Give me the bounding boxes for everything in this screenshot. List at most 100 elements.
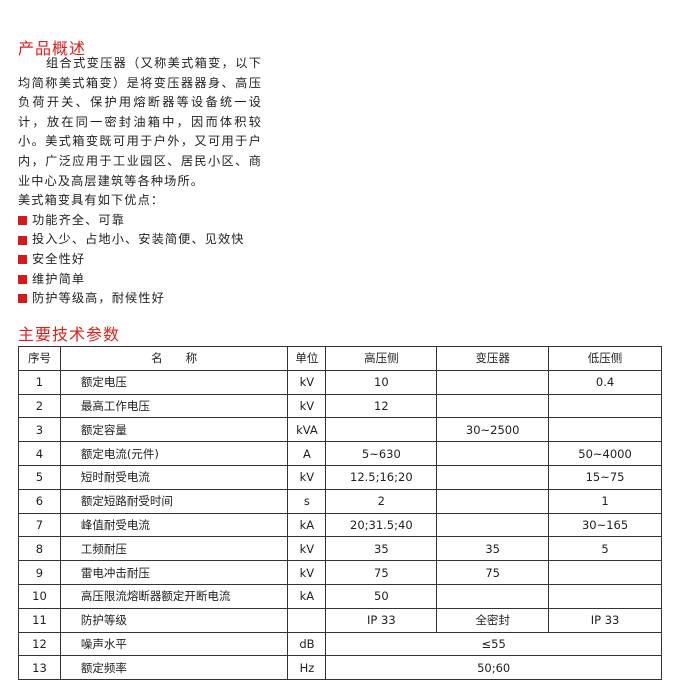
table-cell: 雷电冲击耐压 bbox=[59, 560, 289, 585]
advantage-item: 功能齐全、可靠 bbox=[18, 211, 262, 231]
table-cell: 11 bbox=[18, 607, 61, 633]
advantages-list: 功能齐全、可靠 投入少、占地小、安装简便、见效快 安全性好维护简单 防护等级高，耐候性… bbox=[18, 211, 262, 309]
table-cell: 30~165 bbox=[548, 512, 662, 538]
table-cell bbox=[436, 393, 550, 419]
table-cell: 4 bbox=[18, 441, 61, 466]
table-cell: 1 bbox=[548, 488, 662, 514]
overview-section: 组合式变压器（又称美式箱变，以下均简称美式箱变）是将变压器器身、高压负荷开关、保… bbox=[18, 54, 262, 309]
table-cell bbox=[436, 464, 550, 490]
advantage-item: 维护简单 bbox=[18, 270, 262, 290]
table-cell: IP 33 bbox=[548, 607, 662, 633]
table-cell: 10 bbox=[325, 369, 438, 395]
table-cell bbox=[436, 583, 550, 609]
table-cell: 2 bbox=[325, 488, 438, 514]
table-cell: kV bbox=[287, 536, 327, 562]
table-cell: 5 bbox=[548, 536, 662, 562]
table-cell bbox=[325, 417, 438, 443]
bullet-square-icon bbox=[18, 274, 27, 284]
table-cell: 额定电压 bbox=[59, 369, 289, 395]
bullet-square-icon bbox=[18, 235, 27, 245]
table-row: 13 额定频率 Hz 50;60 bbox=[18, 655, 662, 681]
table-cell bbox=[548, 393, 662, 419]
table-row: 5 短时耐受电流 kV 12.5;16;20 15~75 bbox=[18, 464, 662, 490]
table-cell: 噪声水平 bbox=[59, 631, 289, 657]
table-cell: 7 bbox=[18, 512, 61, 538]
table-row: 2 最高工作电压 kV 12 bbox=[18, 393, 662, 419]
advantage-text: 投入少、占地小、安装简便、见效快 bbox=[32, 232, 245, 247]
table-cell bbox=[548, 560, 662, 585]
table-cell: 12.5;16;20 bbox=[325, 464, 438, 490]
table-cell: 高压侧 bbox=[325, 346, 438, 371]
table-cell: 序号 bbox=[18, 346, 61, 371]
table-cell: 额定电流(元件) bbox=[59, 441, 289, 466]
table-cell: 低压侧 bbox=[548, 346, 662, 371]
table-row: 8 工频耐压 kV 35 35 5 bbox=[18, 536, 662, 562]
table-cell: 工频耐压 bbox=[59, 536, 289, 562]
table-cell: 短时耐受电流 bbox=[59, 464, 289, 490]
table-cell: kV bbox=[287, 560, 327, 585]
overview-title: 产品概述 bbox=[18, 39, 87, 58]
table-cell bbox=[436, 488, 550, 514]
bullet-square-icon bbox=[18, 255, 27, 265]
table-cell: 变压器 bbox=[436, 346, 550, 371]
advantages-intro: 美式箱变具有如下优点： bbox=[18, 193, 165, 208]
table-cell: 12 bbox=[325, 393, 438, 419]
table-cell: 5~630 bbox=[325, 441, 438, 466]
table-cell: 防护等级 bbox=[59, 607, 289, 633]
table-cell: 8 bbox=[18, 536, 61, 562]
table-cell: 75 bbox=[325, 560, 438, 585]
table-cell: 名 称 bbox=[59, 346, 289, 371]
table-row: 12 噪声水平 dB ≤55 bbox=[18, 631, 662, 657]
table-row: 10 高压限流熔断器额定开断电流 kA 50 bbox=[18, 583, 662, 609]
table-row: 1 额定电压 kV 10 0.4 bbox=[18, 369, 662, 395]
table-cell: 高压限流熔断器额定开断电流 bbox=[59, 583, 289, 609]
table-cell: 2 bbox=[18, 393, 61, 419]
table-cell: 5 bbox=[18, 464, 61, 490]
table-cell: 单位 bbox=[287, 346, 327, 371]
table-cell bbox=[287, 607, 327, 633]
table-cell: 10 bbox=[18, 583, 61, 609]
table-row: 4 额定电流(元件) A 5~630 50~4000 bbox=[18, 441, 662, 466]
table-cell: 3 bbox=[18, 417, 61, 443]
table-cell: 75 bbox=[436, 560, 550, 585]
table-cell: kA bbox=[287, 583, 327, 609]
table-header-row: 序号名 称单位 高压侧 变压器 低压侧 bbox=[18, 346, 662, 371]
table-cell: 全密封 bbox=[436, 607, 550, 633]
table-row: 9 雷电冲击耐压 kV 75 75 bbox=[18, 560, 662, 585]
table-cell: 峰值耐受电流 bbox=[59, 512, 289, 538]
table-cell: 1 bbox=[18, 369, 61, 395]
table-cell: IP 33 bbox=[325, 607, 438, 633]
table-cell: 15~75 bbox=[548, 464, 662, 490]
advantage-text: 防护等级高，耐候性好 bbox=[32, 291, 165, 306]
advantage-item: 防护等级高，耐候性好 bbox=[18, 289, 262, 309]
bullet-square-icon bbox=[18, 294, 27, 304]
table-cell bbox=[436, 512, 550, 538]
table-cell bbox=[436, 441, 550, 466]
table-cell bbox=[436, 369, 550, 395]
advantage-text: 安全性好 bbox=[32, 251, 86, 266]
specs-table: 序号名 称单位 高压侧 变压器 低压侧 1 额定电压 kV 10 0.4 2 最高工作电压 kV 12 3… bbox=[18, 346, 662, 681]
table-cell: 0.4 bbox=[548, 369, 662, 395]
table-row: 11 防护等级 IP 33 全密封 IP 33 bbox=[18, 607, 662, 633]
table-cell: 12 bbox=[18, 631, 61, 657]
table-cell: dB bbox=[287, 631, 327, 657]
table-cell: 13 bbox=[18, 655, 61, 681]
overview-paragraph: 组合式变压器（又称美式箱变，以下均简称美式箱变）是将变压器器身、高压负荷开关、保… bbox=[18, 56, 262, 188]
table-cell: 6 bbox=[18, 488, 61, 514]
table-cell: 20;31.5;40 bbox=[325, 512, 438, 538]
table-cell: s bbox=[287, 488, 327, 514]
table-cell: kV bbox=[287, 393, 327, 419]
table-cell: ≤55 bbox=[325, 631, 662, 657]
table-cell: 额定频率 bbox=[59, 655, 289, 681]
table-cell: 30~2500 bbox=[436, 417, 550, 443]
table-cell: 额定容量 bbox=[59, 417, 289, 443]
table-cell bbox=[548, 583, 662, 609]
table-cell: 9 bbox=[18, 560, 61, 585]
table-cell: 50;60 bbox=[325, 655, 662, 681]
bullet-square-icon bbox=[18, 216, 27, 226]
advantage-item: 安全性好 bbox=[18, 250, 262, 270]
table-row: 7 峰值耐受电流 kA 20;31.5;40 30~165 bbox=[18, 512, 662, 538]
table-row: 6 额定短路耐受时间 s 2 1 bbox=[18, 488, 662, 514]
table-cell: kV bbox=[287, 464, 327, 490]
advantage-item: 投入少、占地小、安装简便、见效快 bbox=[18, 230, 262, 250]
